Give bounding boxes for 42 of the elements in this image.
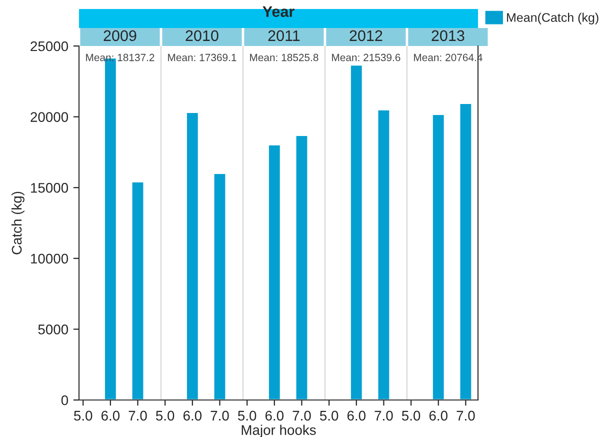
bar bbox=[350, 64, 364, 400]
x-tick-label: 6.0 bbox=[183, 410, 202, 421]
y-tick-label: 10000 bbox=[31, 254, 68, 264]
y-axis-title: Catch (kg) bbox=[11, 192, 24, 254]
x-tick-label: 6.0 bbox=[265, 410, 284, 421]
text: 2013 bbox=[432, 30, 464, 42]
x-tick-label: 7.0 bbox=[456, 410, 475, 421]
annotation: Mean: 18137.2 bbox=[86, 54, 154, 62]
legend-label: Mean(Catch (kg) bbox=[507, 12, 598, 24]
chart-title: Year bbox=[262, 6, 294, 17]
annotation: Mean: 17369.1 bbox=[168, 54, 236, 62]
y-tick-label: 5000 bbox=[38, 324, 68, 334]
bar bbox=[212, 172, 227, 400]
x-tick-label: 7.0 bbox=[292, 410, 311, 421]
bar bbox=[130, 180, 145, 400]
bar bbox=[432, 114, 446, 400]
x-tick-label: 6.0 bbox=[429, 410, 448, 421]
x-tick-label: 7.0 bbox=[210, 410, 229, 421]
annotation: Mean: 21539.6 bbox=[332, 54, 400, 62]
bar bbox=[294, 134, 309, 400]
text: 2009 bbox=[104, 30, 136, 42]
x-tick-label: 6.0 bbox=[101, 410, 120, 421]
y-tick-label: 25000 bbox=[30, 41, 68, 52]
annotation: Mean: 18525.8 bbox=[250, 54, 318, 62]
x-tick-label: 5.0 bbox=[402, 410, 420, 421]
x-tick-label: 6.0 bbox=[347, 410, 366, 421]
y-tick-label: 20000 bbox=[30, 112, 68, 122]
bar bbox=[268, 144, 282, 400]
text: 2011 bbox=[268, 30, 300, 42]
x-tick-label: 5.0 bbox=[320, 410, 338, 421]
y-tick-label: 0 bbox=[61, 395, 68, 406]
y-tick-label: 15000 bbox=[31, 182, 68, 193]
bar bbox=[458, 102, 473, 400]
x-tick-label: 5.0 bbox=[156, 410, 174, 421]
x-tick-label: 5.0 bbox=[238, 410, 256, 421]
x-tick-label: 7.0 bbox=[374, 410, 393, 421]
text: 2012 bbox=[350, 30, 382, 42]
x-tick-label: 5.0 bbox=[74, 410, 92, 421]
bar bbox=[376, 109, 391, 400]
text: 2010 bbox=[186, 30, 218, 42]
bar bbox=[186, 112, 200, 400]
x-tick-label: 7.0 bbox=[128, 410, 147, 421]
